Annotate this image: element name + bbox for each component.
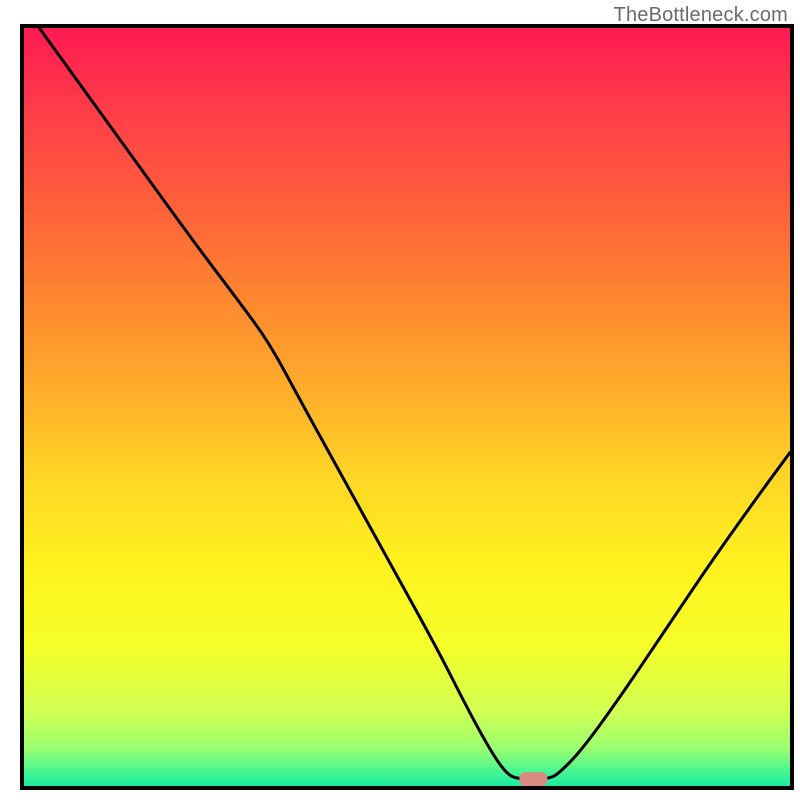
watermark-text: TheBottleneck.com — [614, 4, 788, 27]
plot-background — [24, 28, 790, 786]
bottleneck-chart — [0, 0, 800, 800]
chart-frame: TheBottleneck.com — [0, 0, 800, 800]
optimum-marker — [519, 772, 547, 786]
